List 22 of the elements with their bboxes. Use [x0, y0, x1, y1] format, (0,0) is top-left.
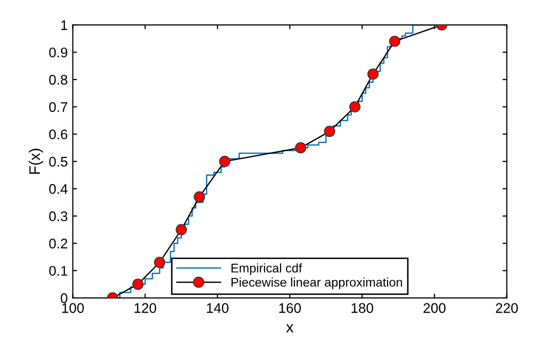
y-tick-label: 0.8: [49, 74, 68, 85]
x-tick-label: 140: [206, 303, 229, 313]
y-tick-label: 1: [61, 20, 68, 30]
x-tick-label: 100: [62, 303, 84, 313]
x-tick-label: 200: [424, 303, 446, 313]
y-tick-label: 0.5: [49, 156, 68, 167]
y-tick-label: 0.4: [49, 184, 68, 194]
legend-label: Empirical cdf: [232, 263, 302, 276]
x-tick-label: 160: [279, 303, 301, 313]
y-tick-label: 0.7: [49, 102, 68, 112]
x-tick-label: 120: [134, 303, 156, 313]
x-axis-title: x: [286, 324, 294, 332]
legend-label: Piecewise linear approximation: [232, 278, 402, 290]
x-tick-label: 220: [496, 303, 518, 313]
y-tick-label: 0.2: [49, 238, 68, 248]
x-tick-label: 180: [352, 303, 374, 313]
y-tick-label: 0.6: [49, 129, 68, 140]
y-tick-label: 0.3: [49, 211, 68, 222]
y-axis-title: F(x): [28, 148, 44, 174]
y-tick-label: 0.1: [49, 266, 68, 276]
y-tick-label: 0: [60, 293, 68, 304]
y-tick-label: 0.9: [49, 48, 68, 58]
